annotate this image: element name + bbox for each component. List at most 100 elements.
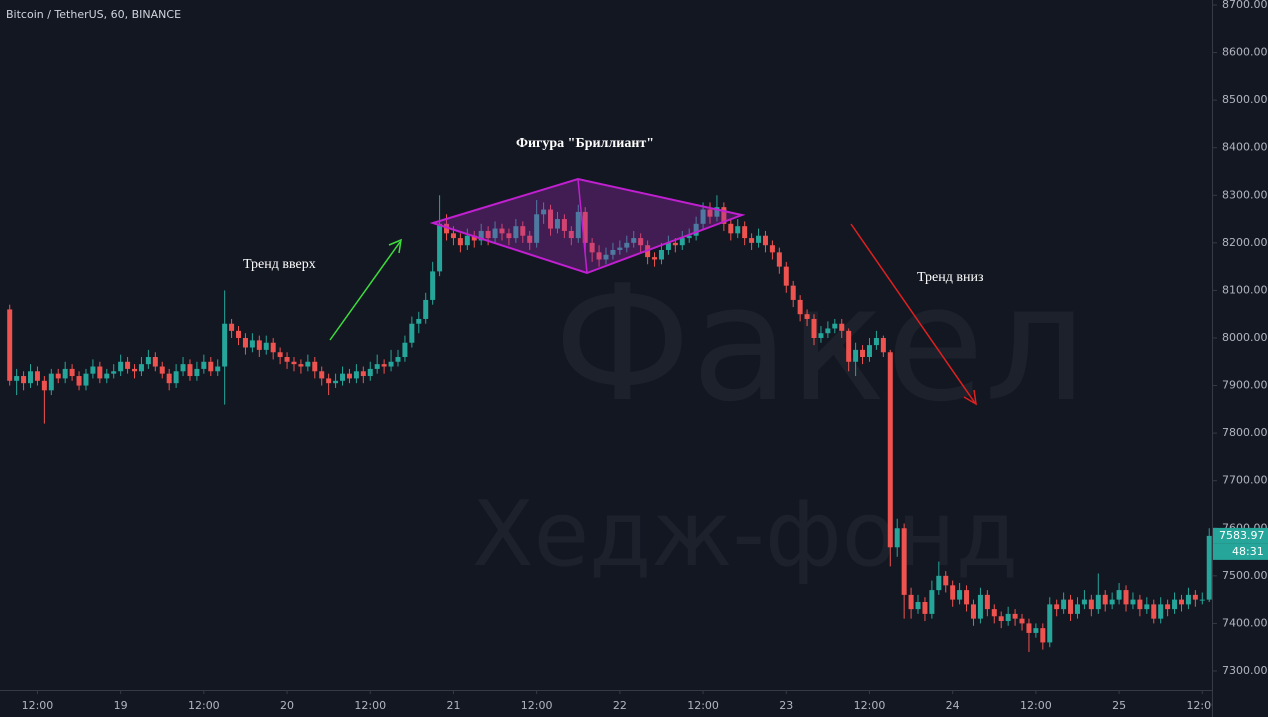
y-tick-label: 8600.00 (1222, 46, 1268, 59)
candle-body (811, 318, 817, 338)
arrow-up (329, 241, 401, 341)
x-tick-label: 12:00 (188, 699, 220, 712)
price-axis: 7300.007400.007500.007600.007700.007800.… (1212, 0, 1268, 677)
candle-body (894, 528, 900, 548)
candle-body (617, 247, 623, 250)
candle-body (353, 371, 359, 379)
x-tick-label: 12:00 (22, 699, 54, 712)
candle-body (596, 252, 602, 260)
y-tick-label: 7800.00 (1222, 426, 1268, 439)
candle-body (499, 228, 505, 234)
candle-body (922, 601, 928, 614)
y-tick-label: 7500.00 (1222, 569, 1268, 582)
candle-body (180, 364, 186, 372)
candle-body (208, 361, 214, 372)
candle-body (866, 345, 872, 358)
candle-body (333, 380, 339, 384)
watermark: Хедж-фонд (472, 482, 1018, 587)
candle-body (1165, 604, 1171, 610)
candle-body (964, 590, 970, 605)
candle-body (769, 245, 775, 253)
candle-body (28, 371, 34, 384)
y-tick-label: 8200.00 (1222, 236, 1268, 249)
candle-body (1088, 599, 1094, 610)
candle-body (534, 214, 540, 243)
pattern-label: Фигура "Бриллиант" (516, 136, 654, 151)
candle-body (880, 337, 886, 353)
x-tick-label: 22 (613, 699, 627, 712)
candle-body (984, 594, 990, 610)
candle-body (173, 371, 179, 384)
candle-body (76, 376, 82, 386)
candle-body (901, 528, 907, 595)
candle-body (735, 226, 741, 234)
candle-body (62, 368, 68, 379)
candle-body (423, 299, 429, 319)
candle-body (346, 373, 352, 379)
candle-body (402, 342, 408, 358)
candle-body (69, 368, 75, 377)
candle-body (943, 575, 949, 586)
candle-body (1123, 590, 1129, 605)
candle-body (388, 361, 394, 367)
candle-body (589, 242, 595, 253)
diamond-axis (577, 178, 588, 274)
candle-body (575, 211, 581, 239)
candle-body (305, 361, 311, 367)
candle-body (48, 373, 54, 391)
candle-body (665, 242, 671, 250)
candle-body (1102, 594, 1108, 605)
candle-body (471, 235, 477, 241)
candle-body (409, 323, 415, 343)
candle-body (319, 371, 325, 379)
candle-body (222, 323, 228, 367)
candle-body (450, 233, 456, 239)
candle-body (132, 368, 138, 372)
candle-body (194, 368, 200, 377)
x-tick-label: 12:00 (687, 699, 719, 712)
candle-body (1033, 628, 1039, 633)
time-axis: 12:00 19 12:00 20 12:00 21 12:00 22 12:00 23 12:00… (22, 690, 1212, 712)
x-tick-label: 21 (446, 699, 460, 712)
candle-body (215, 366, 221, 372)
candle-body (707, 209, 713, 217)
candle-body (90, 366, 96, 374)
y-tick-label: 8000.00 (1222, 331, 1268, 344)
y-tick-label: 7400.00 (1222, 616, 1268, 629)
chart-title: Bitcoin / TetherUS, 60, BINANCE (6, 8, 181, 21)
candle-body (749, 238, 755, 243)
x-tick-label: 20 (280, 699, 294, 712)
candle-body (485, 230, 491, 239)
candle-body (783, 266, 789, 286)
candle-body (229, 323, 235, 331)
plot-area (7, 195, 1212, 652)
y-tick-label: 8500.00 (1222, 93, 1268, 106)
candle-body (457, 238, 463, 246)
candle-body (374, 364, 380, 369)
candle-body (693, 223, 699, 236)
candle-body (326, 378, 332, 384)
candle-body (367, 368, 373, 377)
candle-body (159, 366, 165, 374)
candle-body (1081, 599, 1087, 605)
candle-body (1054, 604, 1060, 610)
candle-body (1012, 613, 1018, 619)
candle-body (1026, 623, 1032, 633)
candle-body (201, 361, 207, 369)
candle-body (1192, 594, 1198, 600)
candle-body (270, 342, 276, 353)
x-tick-label: 24 (946, 699, 960, 712)
candle-body (832, 323, 838, 329)
candle-body (14, 376, 20, 381)
watermark: Факел (553, 250, 1086, 437)
candle-body (145, 357, 151, 365)
candle-body (1178, 599, 1184, 605)
candle-body (41, 380, 47, 391)
candle-body (492, 228, 498, 239)
candle-body (728, 223, 734, 234)
candle-body (561, 219, 567, 231)
candle-body (790, 285, 796, 300)
candle-body (950, 585, 956, 600)
y-tick-label: 8400.00 (1222, 141, 1268, 154)
candle-body (839, 323, 845, 331)
